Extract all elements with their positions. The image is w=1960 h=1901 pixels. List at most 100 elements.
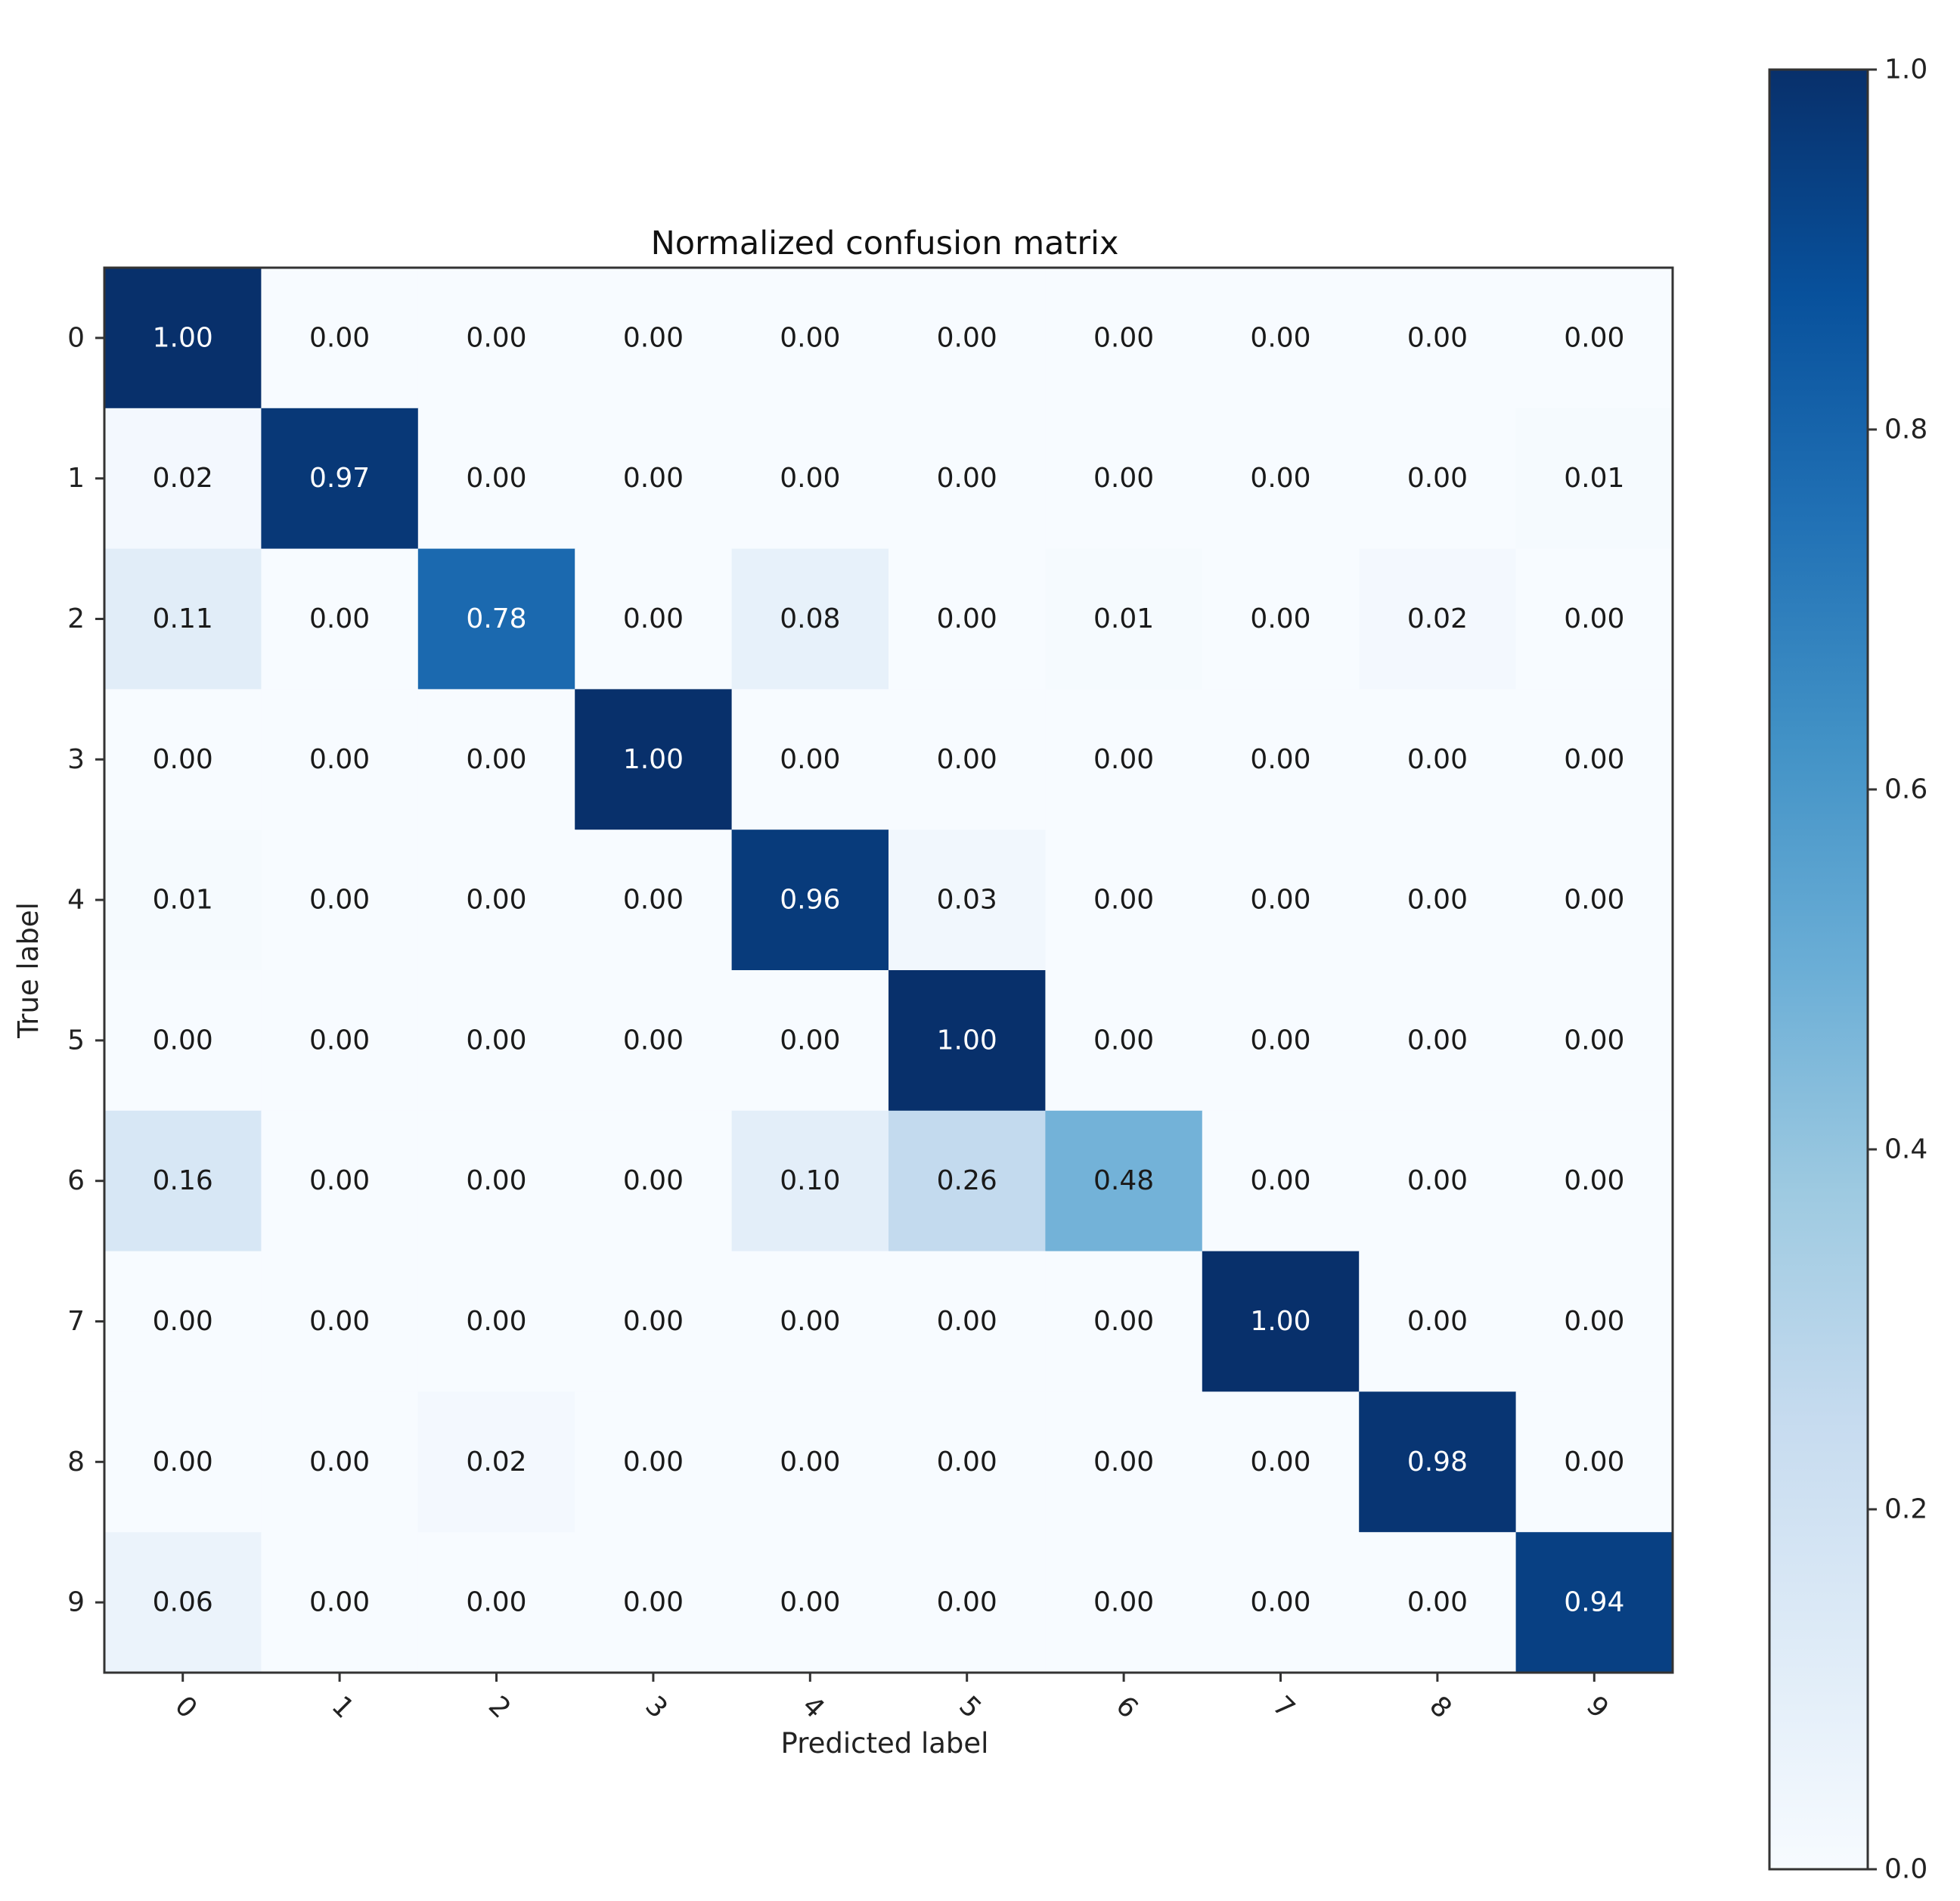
- cell-value-r7-c2: 0.00: [466, 1306, 526, 1337]
- cell-r7-c6: [1045, 1251, 1203, 1392]
- cell-r5-c8: [1359, 970, 1517, 1112]
- cell-value-r1-c2: 0.00: [466, 463, 526, 494]
- cell-value-r0-c7: 0.00: [1250, 322, 1310, 353]
- cell-value-r6-c7: 0.00: [1250, 1165, 1310, 1196]
- y-axis-label: True label: [12, 902, 45, 1039]
- cell-r6-c2: [417, 1110, 575, 1252]
- cell-r6-c4: [731, 1110, 889, 1252]
- cell-r0-c3: [575, 268, 733, 409]
- cell-r7-c9: [1515, 1251, 1673, 1392]
- cell-value-r4-c6: 0.00: [1093, 885, 1154, 916]
- cell-value-r6-c2: 0.00: [466, 1165, 526, 1196]
- y-tick-label: 5: [67, 1025, 85, 1056]
- cell-r0-c4: [731, 268, 889, 409]
- cell-r6-c1: [261, 1110, 419, 1252]
- cell-r0-c0: [104, 268, 262, 409]
- cell-r8-c9: [1515, 1391, 1673, 1533]
- cell-value-r6-c1: 0.00: [309, 1165, 370, 1196]
- cell-r9-c7: [1202, 1532, 1360, 1673]
- cell-r1-c0: [104, 408, 262, 550]
- cell-r4-c1: [261, 830, 419, 971]
- x-tick-label: 2: [482, 1690, 516, 1724]
- cell-r0-c8: [1359, 268, 1517, 409]
- colorbar-tick-label: 0.6: [1884, 774, 1927, 805]
- cell-value-r9-c9: 0.94: [1564, 1587, 1624, 1618]
- cell-value-r5-c0: 0.00: [153, 1025, 213, 1056]
- cell-value-r3-c4: 0.00: [780, 744, 840, 775]
- cell-r7-c2: [417, 1251, 575, 1392]
- cell-value-r8-c8: 0.98: [1407, 1447, 1468, 1478]
- cell-value-r1-c3: 0.00: [623, 463, 684, 494]
- cell-r6-c5: [889, 1110, 1046, 1252]
- x-tick-label: 3: [639, 1690, 673, 1724]
- cell-r9-c0: [104, 1532, 262, 1673]
- cell-value-r1-c0: 0.02: [153, 463, 213, 494]
- cell-value-r1-c4: 0.00: [780, 463, 840, 494]
- cell-value-r5-c3: 0.00: [623, 1025, 684, 1056]
- cell-value-r5-c9: 0.00: [1564, 1025, 1624, 1056]
- cell-r9-c9: [1515, 1532, 1673, 1673]
- cell-value-r0-c4: 0.00: [780, 322, 840, 353]
- cell-r2-c3: [575, 548, 733, 690]
- cell-r5-c5: [889, 970, 1046, 1112]
- cell-value-r7-c0: 0.00: [153, 1306, 213, 1337]
- cell-r9-c6: [1045, 1532, 1203, 1673]
- cell-r4-c2: [417, 830, 575, 971]
- cell-r1-c9: [1515, 408, 1673, 550]
- cell-value-r2-c4: 0.08: [780, 603, 840, 634]
- cell-r1-c5: [889, 408, 1046, 550]
- y-tick-label: 1: [67, 463, 85, 494]
- cell-value-r8-c4: 0.00: [780, 1447, 840, 1478]
- cell-r8-c3: [575, 1391, 733, 1533]
- cell-r1-c1: [261, 408, 419, 550]
- cell-r6-c7: [1202, 1110, 1360, 1252]
- cell-r2-c9: [1515, 548, 1673, 690]
- cell-value-r4-c7: 0.00: [1250, 885, 1310, 916]
- cell-value-r9-c5: 0.00: [937, 1587, 997, 1618]
- cell-value-r4-c4: 0.96: [780, 885, 840, 916]
- cell-value-r3-c5: 0.00: [937, 744, 997, 775]
- cell-r0-c7: [1202, 268, 1360, 409]
- cell-value-r6-c0: 0.16: [153, 1165, 213, 1196]
- cell-r8-c7: [1202, 1391, 1360, 1533]
- cell-r2-c5: [889, 548, 1046, 690]
- colorbar-ticks: 0.0 0.2 0.4 0.6 0.8 1.0: [1868, 54, 1927, 1885]
- cell-value-r0-c9: 0.00: [1564, 322, 1624, 353]
- y-tick-label: 8: [67, 1447, 85, 1478]
- y-tick-label: 9: [67, 1587, 85, 1618]
- cell-r7-c8: [1359, 1251, 1517, 1392]
- cell-r2-c8: [1359, 548, 1517, 690]
- cell-value-r0-c1: 0.00: [309, 322, 370, 353]
- cell-value-r5-c5: 1.00: [937, 1025, 997, 1056]
- cell-r7-c1: [261, 1251, 419, 1392]
- cell-r6-c8: [1359, 1110, 1517, 1252]
- cell-r5-c4: [731, 970, 889, 1112]
- cell-value-r2-c9: 0.00: [1564, 603, 1624, 634]
- cell-value-r3-c7: 0.00: [1250, 744, 1310, 775]
- cell-value-r9-c1: 0.00: [309, 1587, 370, 1618]
- cell-r1-c2: [417, 408, 575, 550]
- y-tick-label: 3: [67, 744, 85, 775]
- cell-value-r8-c6: 0.00: [1093, 1447, 1154, 1478]
- cell-value-r8-c7: 0.00: [1250, 1447, 1310, 1478]
- cell-r8-c0: [104, 1391, 262, 1533]
- cell-value-r4-c2: 0.00: [466, 885, 526, 916]
- cell-r9-c8: [1359, 1532, 1517, 1673]
- cell-value-r5-c2: 0.00: [466, 1025, 526, 1056]
- cell-r5-c0: [104, 970, 262, 1112]
- cell-value-r8-c0: 0.00: [153, 1447, 213, 1478]
- cell-value-r5-c6: 0.00: [1093, 1025, 1154, 1056]
- cell-value-r7-c9: 0.00: [1564, 1306, 1624, 1337]
- cell-value-r3-c3: 1.00: [623, 744, 684, 775]
- heatmap-cells: [104, 268, 1673, 1673]
- cell-r2-c6: [1045, 548, 1203, 690]
- cell-value-r7-c8: 0.00: [1407, 1306, 1468, 1337]
- cell-r0-c5: [889, 268, 1046, 409]
- cell-value-r9-c6: 0.00: [1093, 1587, 1154, 1618]
- cell-value-r6-c8: 0.00: [1407, 1165, 1468, 1196]
- cell-r9-c3: [575, 1532, 733, 1673]
- cell-r7-c7: [1202, 1251, 1360, 1392]
- colorbar-tick-label: 0.0: [1884, 1854, 1927, 1885]
- cell-value-r2-c5: 0.00: [937, 603, 997, 634]
- cell-r1-c7: [1202, 408, 1360, 550]
